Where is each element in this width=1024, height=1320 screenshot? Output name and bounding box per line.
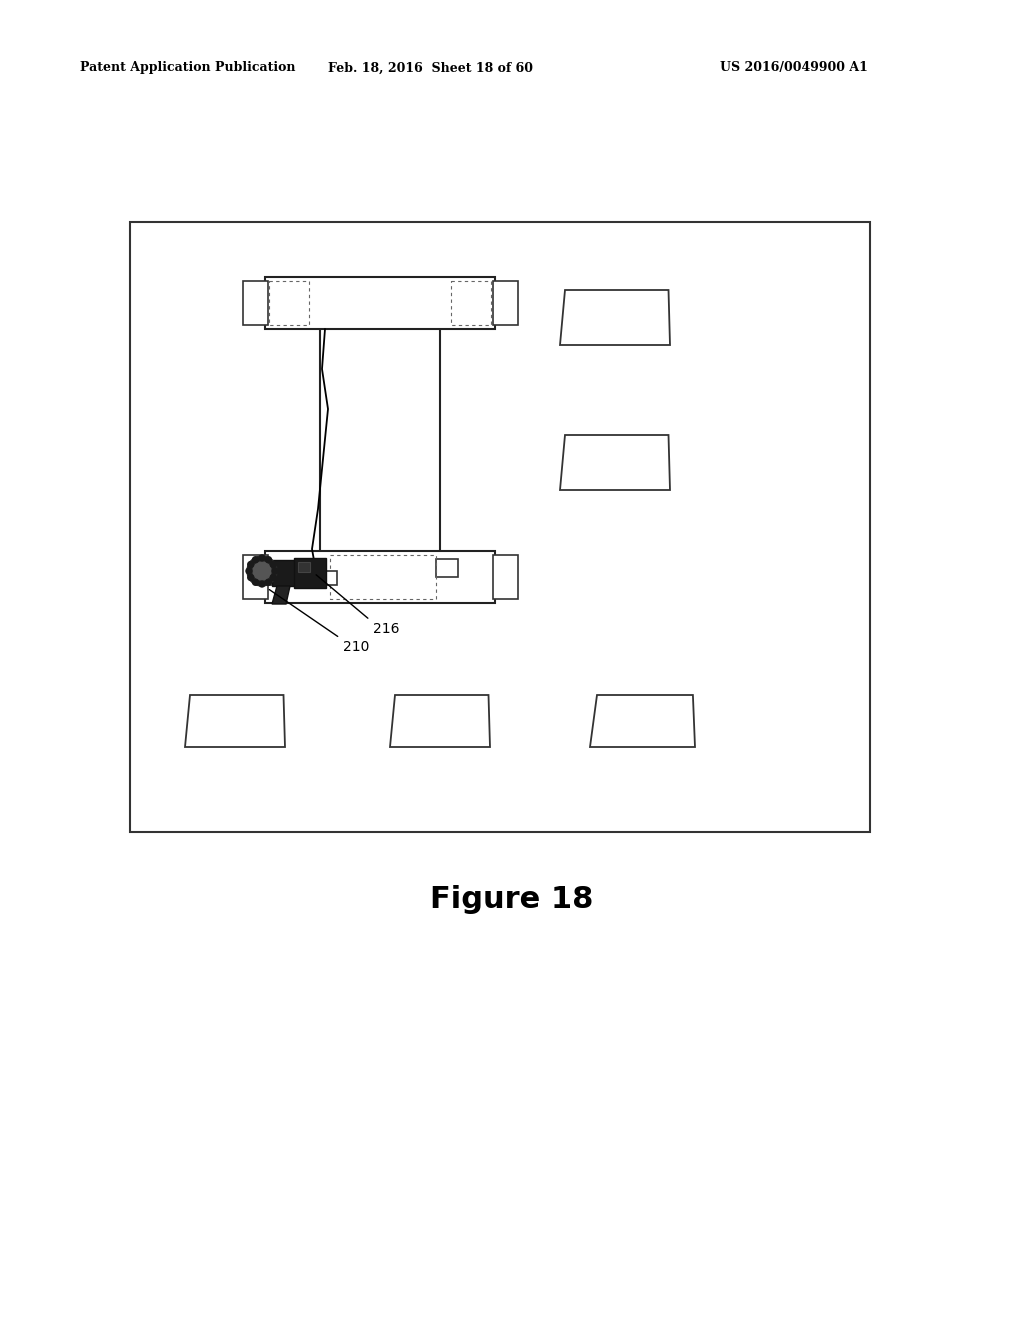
Circle shape: [246, 568, 252, 574]
Bar: [330, 554, 436, 599]
Bar: [243, 281, 268, 325]
Polygon shape: [272, 586, 290, 605]
Bar: [243, 554, 268, 599]
Text: Feb. 18, 2016  Sheet 18 of 60: Feb. 18, 2016 Sheet 18 of 60: [328, 62, 532, 74]
Circle shape: [248, 574, 254, 581]
Polygon shape: [390, 696, 490, 747]
Circle shape: [270, 574, 276, 581]
Bar: [269, 281, 309, 325]
Circle shape: [253, 557, 258, 562]
Polygon shape: [560, 290, 670, 345]
Bar: [265, 550, 495, 603]
Text: 210: 210: [343, 640, 370, 653]
Circle shape: [253, 579, 258, 585]
Bar: [493, 554, 518, 599]
Bar: [294, 558, 326, 587]
Circle shape: [270, 561, 276, 568]
Text: Figure 18: Figure 18: [430, 886, 594, 915]
Bar: [257, 572, 337, 585]
Circle shape: [265, 557, 271, 562]
Text: Patent Application Publication: Patent Application Publication: [80, 62, 296, 74]
Polygon shape: [185, 696, 285, 747]
Bar: [451, 281, 490, 325]
Polygon shape: [590, 696, 695, 747]
Circle shape: [248, 561, 254, 568]
Bar: [265, 277, 495, 329]
Bar: [302, 558, 324, 577]
Circle shape: [259, 554, 265, 561]
Bar: [272, 560, 310, 586]
Bar: [493, 281, 518, 325]
Circle shape: [259, 581, 265, 587]
Text: US 2016/0049900 A1: US 2016/0049900 A1: [720, 62, 868, 74]
Polygon shape: [560, 436, 670, 490]
Circle shape: [247, 556, 278, 586]
Circle shape: [272, 568, 278, 574]
Text: 216: 216: [373, 622, 399, 636]
Circle shape: [253, 562, 271, 579]
Bar: [319, 305, 440, 576]
Bar: [436, 558, 458, 577]
Bar: [130, 222, 870, 832]
Circle shape: [265, 579, 271, 585]
Bar: [298, 562, 310, 572]
